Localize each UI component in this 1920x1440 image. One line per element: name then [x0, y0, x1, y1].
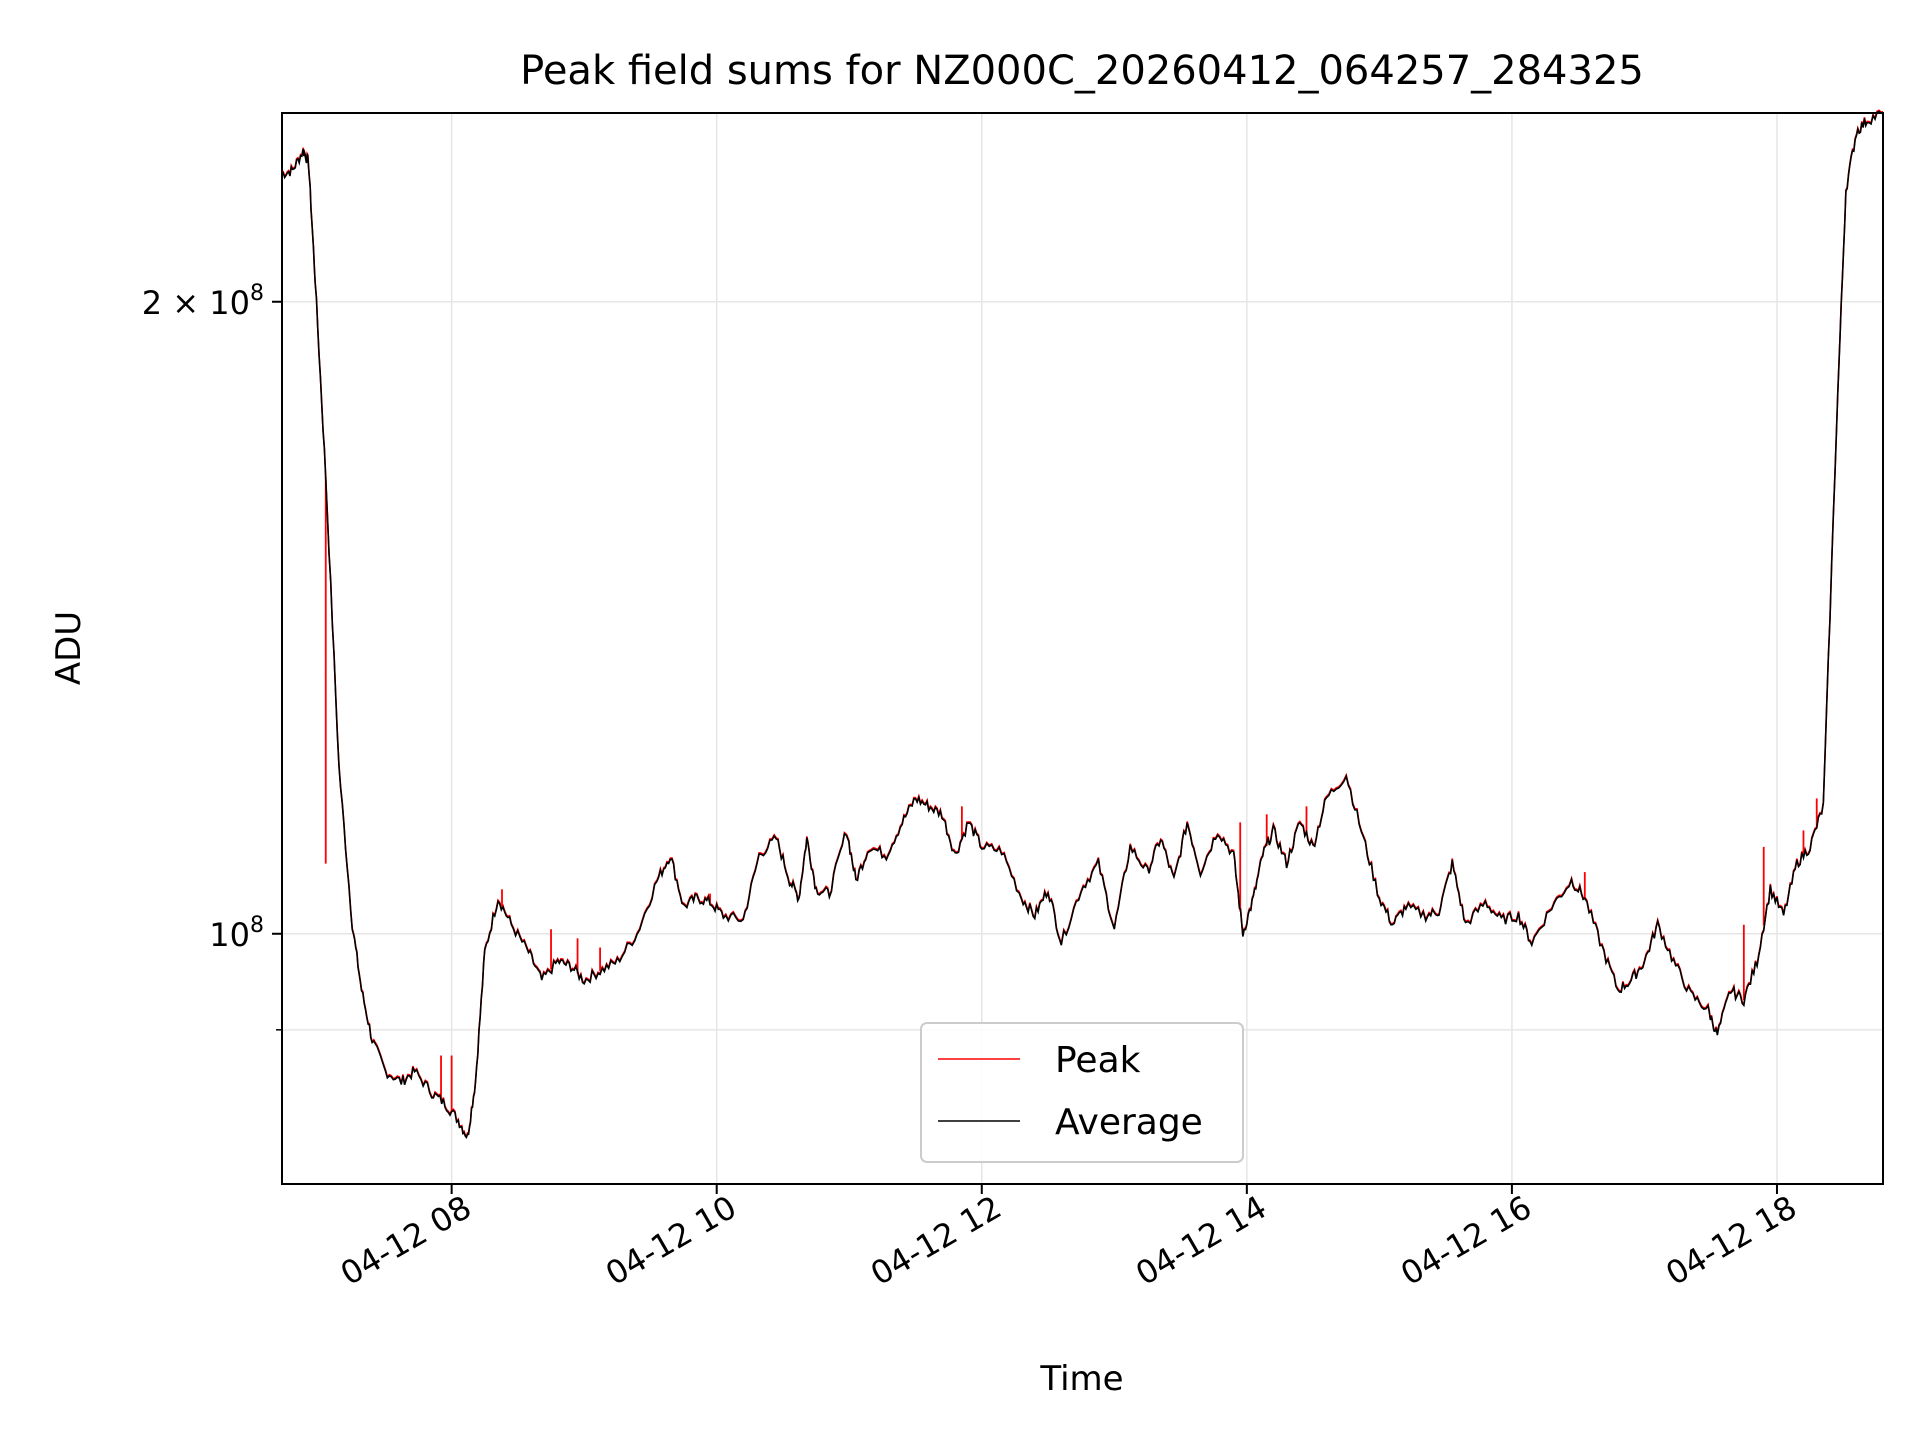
- y-tick-label: 108: [209, 913, 264, 954]
- legend-peak-label: Peak: [1055, 1040, 1141, 1081]
- plot-series: [281, 109, 1884, 1139]
- plot-frame: [281, 112, 1884, 1185]
- chart-title: Peak field sums for NZ000C_20260412_0642…: [520, 48, 1644, 94]
- y-axis-ticks: 108 2 × 108: [142, 281, 282, 1031]
- legend-box: [920, 1022, 1244, 1163]
- y-axis-label: ADU: [49, 611, 89, 685]
- grid: [282, 113, 1883, 1184]
- legend-average-label: Average: [1055, 1102, 1203, 1143]
- series-average-line: [281, 110, 1884, 1139]
- y-tick-label: 2 × 108: [142, 281, 264, 322]
- x-axis-label: Time: [1039, 1359, 1123, 1399]
- legend: Peak Average: [920, 1022, 1244, 1163]
